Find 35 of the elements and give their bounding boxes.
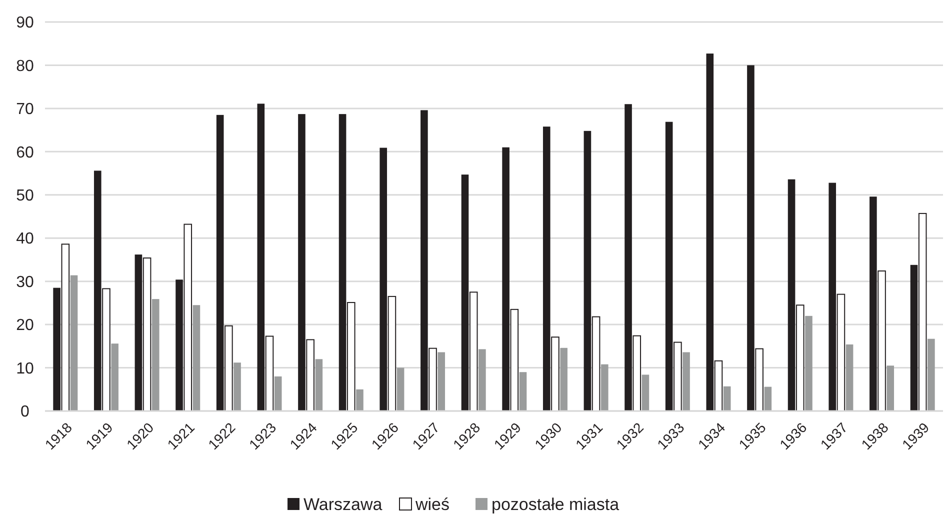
legend-label: wieś bbox=[414, 494, 450, 514]
y-tick-label: 20 bbox=[16, 317, 34, 334]
bar bbox=[519, 372, 527, 411]
bar bbox=[192, 305, 200, 411]
y-tick-label: 60 bbox=[16, 144, 34, 162]
y-tick-label: 90 bbox=[16, 14, 34, 32]
bar bbox=[274, 376, 282, 411]
bar bbox=[234, 362, 241, 411]
bar bbox=[560, 348, 568, 411]
bar bbox=[886, 366, 894, 411]
y-tick-label: 10 bbox=[16, 360, 34, 378]
y-tick-label: 0 bbox=[20, 404, 30, 421]
y-tick-label: 40 bbox=[16, 230, 34, 248]
bar bbox=[723, 386, 731, 411]
bar bbox=[70, 275, 78, 411]
bar bbox=[478, 349, 486, 411]
bar bbox=[600, 364, 608, 411]
bar bbox=[438, 352, 446, 411]
bar bbox=[152, 299, 160, 411]
y-tick-label: 30 bbox=[16, 274, 34, 291]
y-tick-label: 50 bbox=[16, 187, 34, 204]
y-tick-label: 80 bbox=[16, 58, 34, 75]
bar bbox=[111, 344, 118, 411]
bar bbox=[846, 344, 854, 411]
bar bbox=[642, 374, 650, 411]
bar bbox=[356, 389, 364, 411]
bar bbox=[928, 338, 935, 411]
bar bbox=[396, 368, 404, 411]
bar bbox=[805, 316, 812, 411]
legend-label: pozostałe miasta bbox=[492, 494, 620, 514]
bar bbox=[764, 386, 772, 411]
y-tick-label: 70 bbox=[16, 101, 34, 118]
bar bbox=[682, 352, 690, 411]
legend-label: Warszawa bbox=[304, 494, 383, 514]
bar bbox=[315, 359, 323, 411]
